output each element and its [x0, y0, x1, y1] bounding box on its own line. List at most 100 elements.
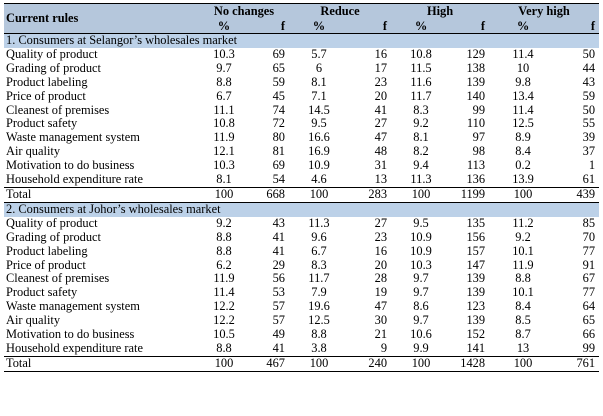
- table-row: Cleanest of premises 11.1 74 14.5 41 8.3 99 11.…: [4, 104, 599, 118]
- percent-cell: 7.1: [311, 89, 327, 103]
- table-row: Grading of product 8.8 41 9.6 23 10.9 156 9.2 70: [4, 231, 599, 245]
- percent-cell: 8.9: [515, 131, 531, 145]
- frequency-cell: 99: [582, 341, 596, 355]
- frequency-cell: 141: [466, 341, 486, 355]
- total-percent-cell: 100: [199, 355, 249, 372]
- percent-cell: 8.8: [311, 328, 327, 342]
- percent-cell: 9.5: [311, 117, 327, 131]
- frequency-cell: 138: [466, 61, 486, 75]
- total-label: Total: [4, 355, 199, 372]
- percent-cell: 9.5: [413, 216, 429, 230]
- section-header-row: 2. Consumers at Johor’s wholesales marke…: [4, 201, 600, 217]
- header-very-high: Very high: [489, 3, 600, 19]
- row-label: Product labeling: [6, 75, 88, 89]
- total-frequency-cell: 283: [349, 186, 392, 203]
- percent-cell: 19.6: [308, 300, 330, 314]
- frequency-cell: 65: [272, 61, 285, 75]
- percent-cell: 10.1: [512, 244, 534, 258]
- header-reduce: Reduce: [289, 3, 392, 19]
- frequency-cell: 69: [272, 47, 285, 61]
- frequency-cell: 129: [466, 47, 486, 61]
- percent-cell: 4.6: [311, 173, 327, 187]
- frequency-cell: 1: [588, 159, 596, 173]
- percent-cell: 8.3: [413, 103, 429, 117]
- header-pct: %: [489, 19, 558, 34]
- percent-cell: 9.6: [311, 230, 327, 244]
- table-row: Household expenditure rate 8.1 54 4.6 13 11.3…: [4, 173, 599, 187]
- frequency-cell: 41: [272, 230, 285, 244]
- table-row: Price of product 6.2 29 8.3 20 10.3 147 11.9 91: [4, 259, 599, 273]
- table-row: Grading of product 9.7 65 6 17 11.5 138 10 44: [4, 62, 599, 76]
- total-row: Total 100 467 100 240 100 1428 100 761: [4, 355, 600, 372]
- frequency-cell: 27: [374, 216, 388, 230]
- frequency-cell: 67: [582, 272, 596, 286]
- header-row-groups: Current rules No changes Reduce High Ver…: [4, 3, 600, 34]
- total-frequency-cell: 467: [249, 355, 289, 372]
- table-row: Product safety 10.8 72 9.5 27 9.2 110 12.5 55: [4, 117, 599, 131]
- percent-cell: 10.5: [213, 328, 235, 342]
- header-f: f: [557, 19, 600, 34]
- table-row: Waste management system 12.2 57 19.6 47 8.6 12…: [4, 300, 599, 314]
- row-label: Air quality: [6, 314, 61, 328]
- section-header-row: 1. Consumers at Selangor’s wholesales ma…: [4, 32, 600, 48]
- percent-cell: 10.6: [410, 328, 432, 342]
- total-percent-cell: 100: [391, 186, 452, 203]
- frequency-cell: 23: [374, 230, 388, 244]
- row-label: Motivation to do business: [6, 328, 135, 342]
- table-row: Air quality 12.1 81 16.9 48 8.2 98 8.4 37: [4, 145, 599, 159]
- percent-cell: 13.4: [512, 89, 534, 103]
- percent-cell: 9.9: [413, 341, 429, 355]
- frequency-cell: 37: [582, 145, 596, 159]
- frequency-cell: 72: [272, 117, 285, 131]
- frequency-cell: 156: [466, 230, 486, 244]
- frequency-cell: 55: [582, 117, 596, 131]
- row-label: Quality of product: [6, 216, 98, 230]
- percent-cell: 0.2: [515, 159, 531, 173]
- frequency-cell: 49: [272, 328, 285, 342]
- row-label: Price of product: [6, 89, 86, 103]
- frequency-cell: 31: [374, 159, 388, 173]
- frequency-cell: 77: [582, 244, 596, 258]
- percent-cell: 11.7: [308, 272, 330, 286]
- frequency-cell: 157: [466, 244, 486, 258]
- frequency-cell: 152: [466, 328, 486, 342]
- percent-cell: 8.8: [216, 341, 232, 355]
- percent-cell: 10.1: [512, 286, 534, 300]
- percent-cell: 16.9: [308, 145, 330, 159]
- frequency-cell: 81: [272, 145, 285, 159]
- percent-cell: 8.6: [413, 300, 429, 314]
- frequency-cell: 139: [466, 75, 486, 89]
- row-label: Product safety: [6, 117, 78, 131]
- percent-cell: 11.2: [512, 216, 534, 230]
- percent-cell: 8.4: [515, 300, 531, 314]
- frequency-cell: 53: [272, 286, 285, 300]
- frequency-cell: 54: [272, 173, 285, 187]
- percent-cell: 12.1: [213, 145, 235, 159]
- frequency-cell: 59: [582, 89, 596, 103]
- percent-cell: 10.8: [410, 47, 432, 61]
- percent-cell: 8.7: [515, 328, 531, 342]
- percent-cell: 14.5: [308, 103, 330, 117]
- total-percent-cell: 100: [289, 186, 349, 203]
- row-label: Household expenditure rate: [6, 173, 143, 187]
- frequency-cell: 64: [582, 300, 596, 314]
- total-percent-cell: 100: [199, 186, 249, 203]
- section-title: 2. Consumers at Johor’s wholesales marke…: [4, 201, 600, 217]
- results-table: Current rules No changes Reduce High Ver…: [4, 3, 600, 372]
- table-row: Air quality 12.2 57 12.5 30 9.7 139 8.5 65: [4, 314, 599, 328]
- frequency-cell: 27: [374, 117, 388, 131]
- frequency-cell: 16: [374, 244, 388, 258]
- header-f: f: [249, 19, 289, 34]
- percent-cell: 8.1: [216, 173, 232, 187]
- percent-cell: 11.3: [410, 173, 432, 187]
- table-row: Product labeling 8.8 41 6.7 16 10.9 157 10.1 77: [4, 245, 599, 259]
- percent-cell: 12.5: [308, 314, 330, 328]
- percent-cell: 8.8: [216, 230, 232, 244]
- results-table-container: Current rules No changes Reduce High Ver…: [4, 3, 600, 372]
- header-high: High: [391, 3, 490, 19]
- table-body: 1. Consumers at Selangor’s wholesales ma…: [4, 32, 600, 372]
- frequency-cell: 57: [272, 300, 285, 314]
- frequency-cell: 69: [272, 159, 285, 173]
- frequency-cell: 97: [472, 131, 486, 145]
- percent-cell: 13: [516, 341, 530, 355]
